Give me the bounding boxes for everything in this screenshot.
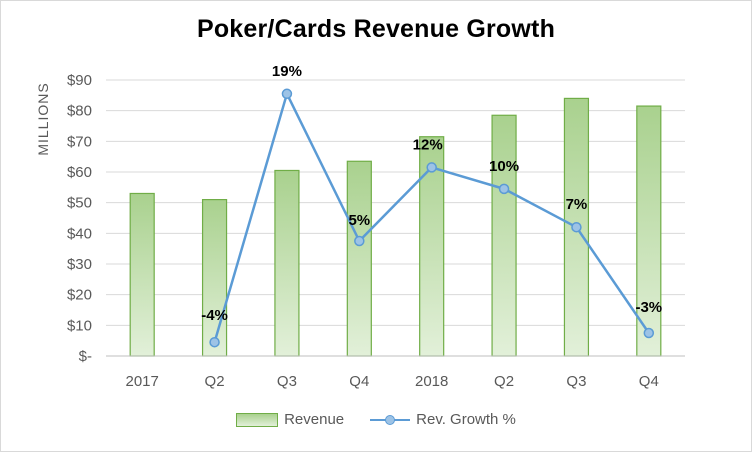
growth-data-label: 7%	[566, 196, 588, 213]
y-tick-label: $60	[67, 164, 92, 181]
y-tick-label: $20	[67, 287, 92, 304]
x-tick-label: Q2	[205, 373, 225, 390]
growth-data-label: 10%	[489, 158, 519, 175]
growth-data-label: 5%	[348, 212, 370, 229]
growth-data-label: 12%	[413, 136, 443, 153]
legend-item-revenue: Revenue	[236, 411, 344, 428]
x-tick-label: 2018	[415, 373, 448, 390]
growth-point	[426, 162, 437, 173]
x-tick-label: Q4	[639, 373, 659, 390]
growth-point	[354, 235, 365, 247]
y-tick-label: $50	[67, 195, 92, 212]
legend-item-growth: Rev. Growth %	[370, 411, 516, 428]
data-labels: -4% 19% 5% 12% 10% 7% -3%	[201, 63, 662, 324]
x-tick-label: Q4	[349, 373, 369, 390]
legend-swatch-line	[370, 414, 411, 426]
revenue-bar	[346, 160, 372, 357]
x-tick-label: Q3	[566, 373, 586, 390]
y-tick-label: $40	[67, 225, 92, 242]
x-tick-label: 2017	[126, 373, 159, 390]
revenue-bar	[491, 114, 517, 357]
legend: Revenue Rev. Growth %	[1, 411, 751, 428]
legend-label-revenue: Revenue	[284, 411, 345, 428]
y-axis-label: MILLIONS	[35, 82, 51, 155]
y-tick-label: $10	[67, 317, 92, 334]
growth-point	[498, 183, 510, 195]
revenue-bar	[274, 169, 300, 357]
chart-title: Poker/Cards Revenue Growth	[196, 15, 556, 43]
axes: $- $10 $20 $30 $40 $50 $60 $70 $80 $90 2017 Q2 Q3 Q4 2…	[67, 72, 685, 390]
growth-point	[209, 336, 220, 348]
growth-point	[281, 88, 293, 100]
y-tick-label: $90	[67, 72, 92, 89]
revenue-bars	[129, 97, 662, 357]
growth-point	[643, 327, 655, 339]
y-tick-label: $30	[67, 256, 92, 273]
legend-label-growth: Rev. Growth %	[416, 411, 516, 428]
growth-data-label: -3%	[635, 299, 662, 316]
x-tick-label: Q2	[494, 373, 514, 390]
growth-data-label: -4%	[201, 307, 228, 324]
revenue-bar	[201, 199, 228, 357]
x-tick-label: Q3	[277, 373, 297, 390]
y-tick-label: $70	[67, 133, 92, 150]
growth-point	[571, 221, 582, 233]
y-tick-label: $-	[79, 348, 92, 365]
growth-line	[209, 88, 655, 348]
growth-data-label: 19%	[272, 63, 302, 80]
y-tick-label: $80	[67, 103, 92, 120]
legend-swatch-bar	[236, 412, 279, 427]
revenue-bar	[129, 192, 155, 357]
